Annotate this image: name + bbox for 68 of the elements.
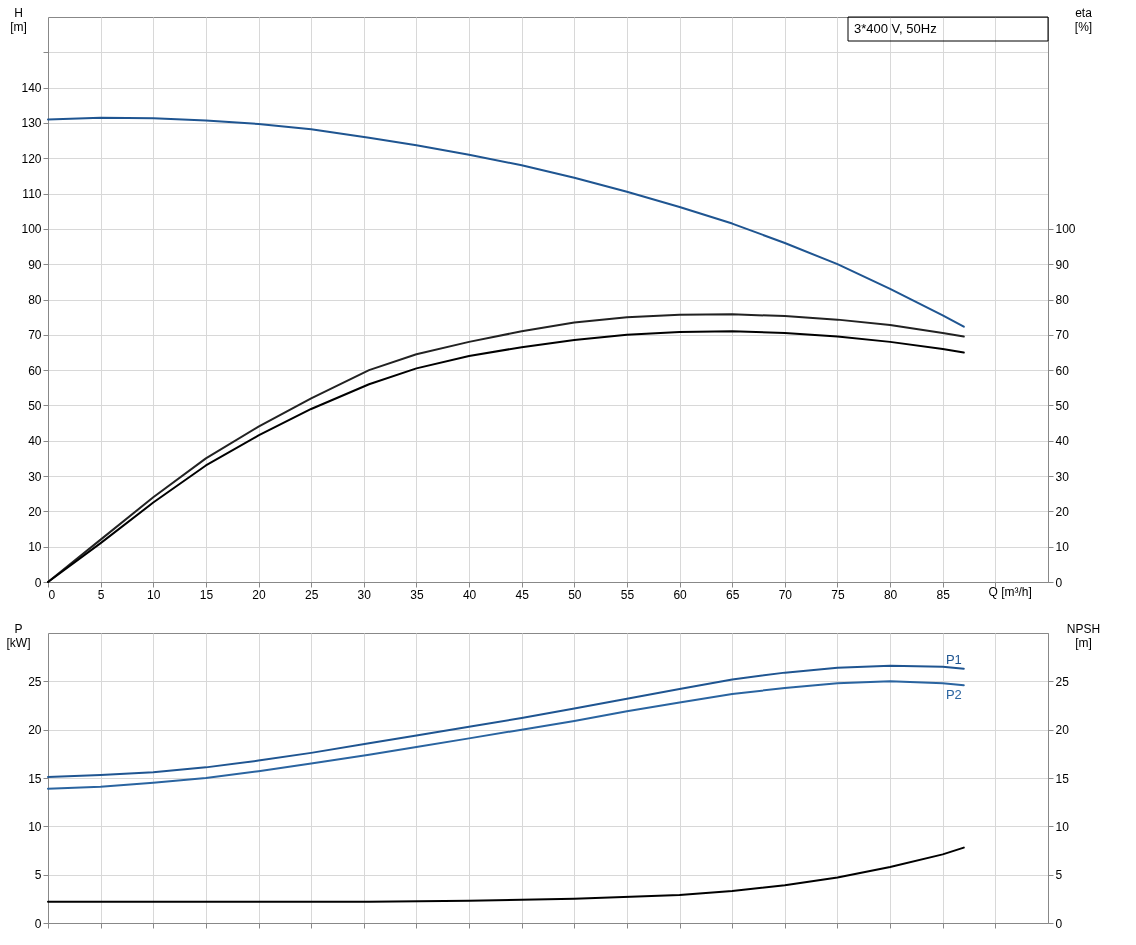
y2-tick-label: 80 [1055, 293, 1070, 307]
x-tick-label: 40 [462, 587, 477, 602]
x-tick-label: 85 [936, 587, 951, 602]
x-tick-label: 5 [97, 587, 105, 602]
y-axis-title: H [m] [10, 5, 27, 34]
x-tick-label: 35 [410, 587, 424, 602]
x-tick-label: 50 [568, 587, 582, 602]
y2-axis-title: eta [%] [1074, 5, 1093, 34]
x-tick-label: 80 [883, 587, 898, 602]
y-tick-label: 90 [28, 257, 42, 272]
y-tick-label: 10 [28, 540, 42, 555]
y2-tick-label: 70 [1055, 328, 1070, 343]
y-tick-label: 30 [28, 469, 42, 484]
y2-tick-label: 0 [1055, 916, 1063, 931]
y2-tick-label: 90 [1055, 257, 1070, 272]
y-tick-label: 40 [28, 434, 42, 449]
y-tick-label: 50 [28, 398, 42, 413]
y-tick-label: 5 [34, 868, 42, 883]
y2-tick-label: 25 [1055, 674, 1070, 689]
series-label: P1 [945, 651, 962, 667]
y2-tick-label: 15 [1055, 771, 1070, 786]
y2-tick-label: 5 [1055, 868, 1063, 883]
y2-tick-label: 40 [1055, 434, 1070, 449]
x-tick-label: 55 [620, 587, 635, 602]
y-tick-label: 0 [34, 916, 42, 931]
x-tick-label: 30 [357, 587, 372, 602]
y2-tick-label: 10 [1055, 540, 1070, 555]
x-tick-label: 10 [147, 587, 161, 602]
x-tick-label: 70 [778, 587, 793, 602]
y-tick-label: 60 [28, 363, 42, 378]
x-axis-title: Q [m³/h] [988, 584, 1032, 599]
y2-tick-label: 30 [1055, 469, 1070, 484]
y2-tick-label: 20 [1055, 504, 1070, 519]
series-label: P2 [945, 687, 962, 703]
annotation: 3*400 V, 50Hz [854, 21, 937, 36]
y-tick-label: 110 [22, 187, 42, 202]
y-tick-label: 10 [28, 819, 42, 834]
y-tick-label: 130 [21, 116, 42, 131]
y-tick-label: 120 [21, 151, 42, 166]
y-tick-label: 0 [34, 575, 42, 590]
x-tick-label: 15 [199, 587, 214, 602]
x-tick-label: 65 [726, 587, 740, 602]
y2-axis-title: NPSH [m] [1066, 621, 1101, 650]
y2-tick-label: 10 [1055, 819, 1070, 834]
y-axis-title: P [kW] [6, 621, 31, 650]
y-tick-label: 140 [21, 81, 42, 96]
y-tick-label: 80 [28, 293, 42, 307]
line-series [47, 664, 965, 779]
line-series [47, 846, 965, 903]
x-tick-label: 0 [48, 587, 56, 602]
x-tick-label: 25 [304, 587, 319, 602]
x-tick-label: 20 [252, 587, 267, 602]
y2-tick-label: 60 [1055, 363, 1070, 378]
y-tick-label: 25 [28, 674, 42, 689]
y2-tick-label: 50 [1055, 398, 1070, 413]
x-tick-label: 60 [673, 587, 688, 602]
line-series [47, 680, 965, 790]
x-tick-label: 45 [515, 587, 530, 602]
y-tick-label: 100 [21, 222, 42, 237]
y-tick-label: 15 [28, 771, 42, 786]
y2-tick-label: 0 [1055, 575, 1063, 590]
y-tick-label: 70 [28, 328, 42, 343]
line-series [47, 116, 965, 328]
y-tick-label: 20 [28, 723, 42, 738]
y-tick-label: 20 [28, 504, 42, 519]
y2-tick-label: 20 [1055, 723, 1070, 738]
x-tick-label: 75 [831, 587, 845, 602]
y2-tick-label: 100 [1055, 222, 1076, 237]
